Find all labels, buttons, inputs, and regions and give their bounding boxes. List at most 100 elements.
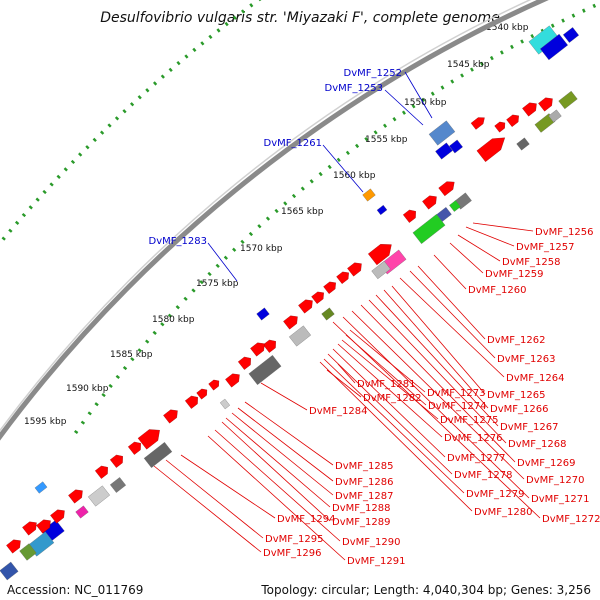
tick-dot-inner: [499, 50, 504, 55]
gene-label-dvmf_1256: DvMF_1256: [535, 227, 593, 238]
gene-label-dvmf_1268: DvMF_1268: [508, 439, 566, 450]
tick-dot-inner: [257, 224, 262, 229]
tick-dot-inner: [411, 104, 416, 109]
gene-label-dvmf_1285: DvMF_1285: [335, 461, 393, 472]
gene-red-arrow: [494, 121, 506, 133]
gene-green: [449, 200, 461, 212]
leader-line: [384, 89, 424, 126]
gene-label-dvmf_1272: DvMF_1272: [542, 514, 600, 525]
leader-line: [465, 226, 515, 247]
gene-blue: [435, 142, 453, 160]
tick-dot-inner: [87, 411, 92, 416]
tick-dot-inner: [440, 85, 445, 90]
tick-dot-inner: [364, 136, 369, 142]
tick-dot-inner: [283, 201, 288, 206]
tick-dot-outer: [129, 102, 135, 107]
tick-label: 1550 kbp: [404, 98, 447, 108]
gene-gray: [109, 477, 127, 493]
gene-label-dvmf_1273: DvMF_1273: [427, 388, 485, 399]
leader-line: [180, 454, 276, 519]
tick-dot-inner: [530, 33, 535, 39]
leader-line: [342, 316, 530, 499]
gene-label-dvmf_1260: DvMF_1260: [468, 285, 526, 296]
tick-dot-inner: [479, 61, 484, 66]
gene-label-dvmf_1263: DvMF_1263: [497, 354, 555, 365]
tick-dot-inner: [392, 116, 397, 122]
gene-blue: [0, 561, 19, 581]
gene-red-arrow: [68, 489, 83, 504]
tick-dot-inner: [383, 123, 388, 128]
gene-darkgray: [143, 442, 173, 468]
tick-dot-outer: [200, 41, 205, 46]
tick-dot-outer: [208, 34, 213, 40]
leader-line: [449, 242, 484, 274]
gene-orange: [362, 188, 376, 202]
tick-dot-outer: [42, 189, 47, 195]
gene-label-dvmf_1283: DvMF_1283: [149, 236, 207, 247]
leader-line: [409, 270, 496, 359]
gene-red-arrow: [237, 356, 251, 370]
tick-dot-outer: [257, 0, 262, 2]
tick-dot-inner: [561, 18, 565, 23]
leader-line: [391, 285, 486, 395]
gene-label-dvmf_1295: DvMF_1295: [265, 534, 323, 545]
gene-label-dvmf_1282: DvMF_1282: [363, 393, 421, 404]
gene-label-dvmf_1257: DvMF_1257: [516, 242, 574, 253]
leader-line: [368, 299, 507, 444]
leader-line: [345, 334, 427, 406]
tick-dot-outer: [176, 60, 181, 66]
leader-line: [375, 294, 499, 427]
leader-line: [225, 417, 331, 508]
gene-olive: [321, 307, 335, 321]
gene-red-arrow: [94, 465, 108, 479]
gene-red-arrow: [311, 291, 324, 304]
tick-dot-inner: [336, 157, 341, 163]
tick-dot-inner: [183, 296, 188, 301]
gene-olive: [558, 90, 578, 110]
gene-label-dvmf_1276: DvMF_1276: [444, 433, 502, 444]
gene-red-arrow: [127, 441, 141, 455]
tick-dot-outer: [224, 21, 229, 27]
leader-line: [433, 254, 467, 290]
gene-label-dvmf_1269: DvMF_1269: [517, 458, 575, 469]
tick-dot-inner: [191, 288, 196, 293]
tick-dot-inner: [510, 44, 514, 50]
tick-dot-outer: [21, 213, 27, 218]
gene-red-arrow: [470, 117, 485, 130]
tick-dot-inner: [160, 322, 165, 327]
leader-line: [207, 435, 346, 561]
leader-line: [319, 361, 473, 512]
tick-dot-inner: [318, 171, 323, 177]
gene-red-arrow: [184, 395, 198, 409]
tick-dot-inner: [520, 39, 525, 44]
tick-dot-inner: [223, 255, 229, 260]
gene-label-dvmf_1274: DvMF_1274: [428, 401, 486, 412]
tick-dot-inner: [581, 8, 586, 13]
leader-line: [332, 348, 446, 458]
leader-line: [472, 222, 534, 232]
gene-label-dvmf_1258: DvMF_1258: [502, 257, 560, 268]
gene-blue-gray: [428, 120, 456, 146]
map-title: Desulfovibrio vulgaris str. 'Miyazaki F'…: [100, 10, 500, 26]
tick-dot-outer: [92, 137, 97, 143]
tick-dot-inner: [430, 91, 435, 96]
gene-red-arrow: [522, 102, 537, 117]
gene-red-arrow: [225, 373, 240, 388]
leader-line: [237, 407, 334, 482]
backbone-highlight: [0, 0, 532, 432]
tick-dot-inner: [300, 186, 305, 191]
tick-dot-inner: [108, 383, 113, 389]
leader-line: [337, 363, 356, 384]
tick-dot-inner: [373, 130, 378, 135]
tick-dot-inner: [421, 97, 426, 103]
tick-dot-inner: [291, 193, 297, 199]
leader-line: [351, 310, 525, 480]
leader-line: [404, 71, 433, 119]
gene-label-dvmf_1261: DvMF_1261: [264, 138, 322, 149]
tick-dot-inner: [489, 55, 494, 61]
tick-dot-inner: [215, 263, 220, 268]
gene-label-dvmf_1288: DvMF_1288: [332, 503, 390, 514]
tick-dot-inner: [94, 402, 99, 407]
gene-magenta: [75, 505, 89, 519]
leader-line: [244, 401, 334, 466]
